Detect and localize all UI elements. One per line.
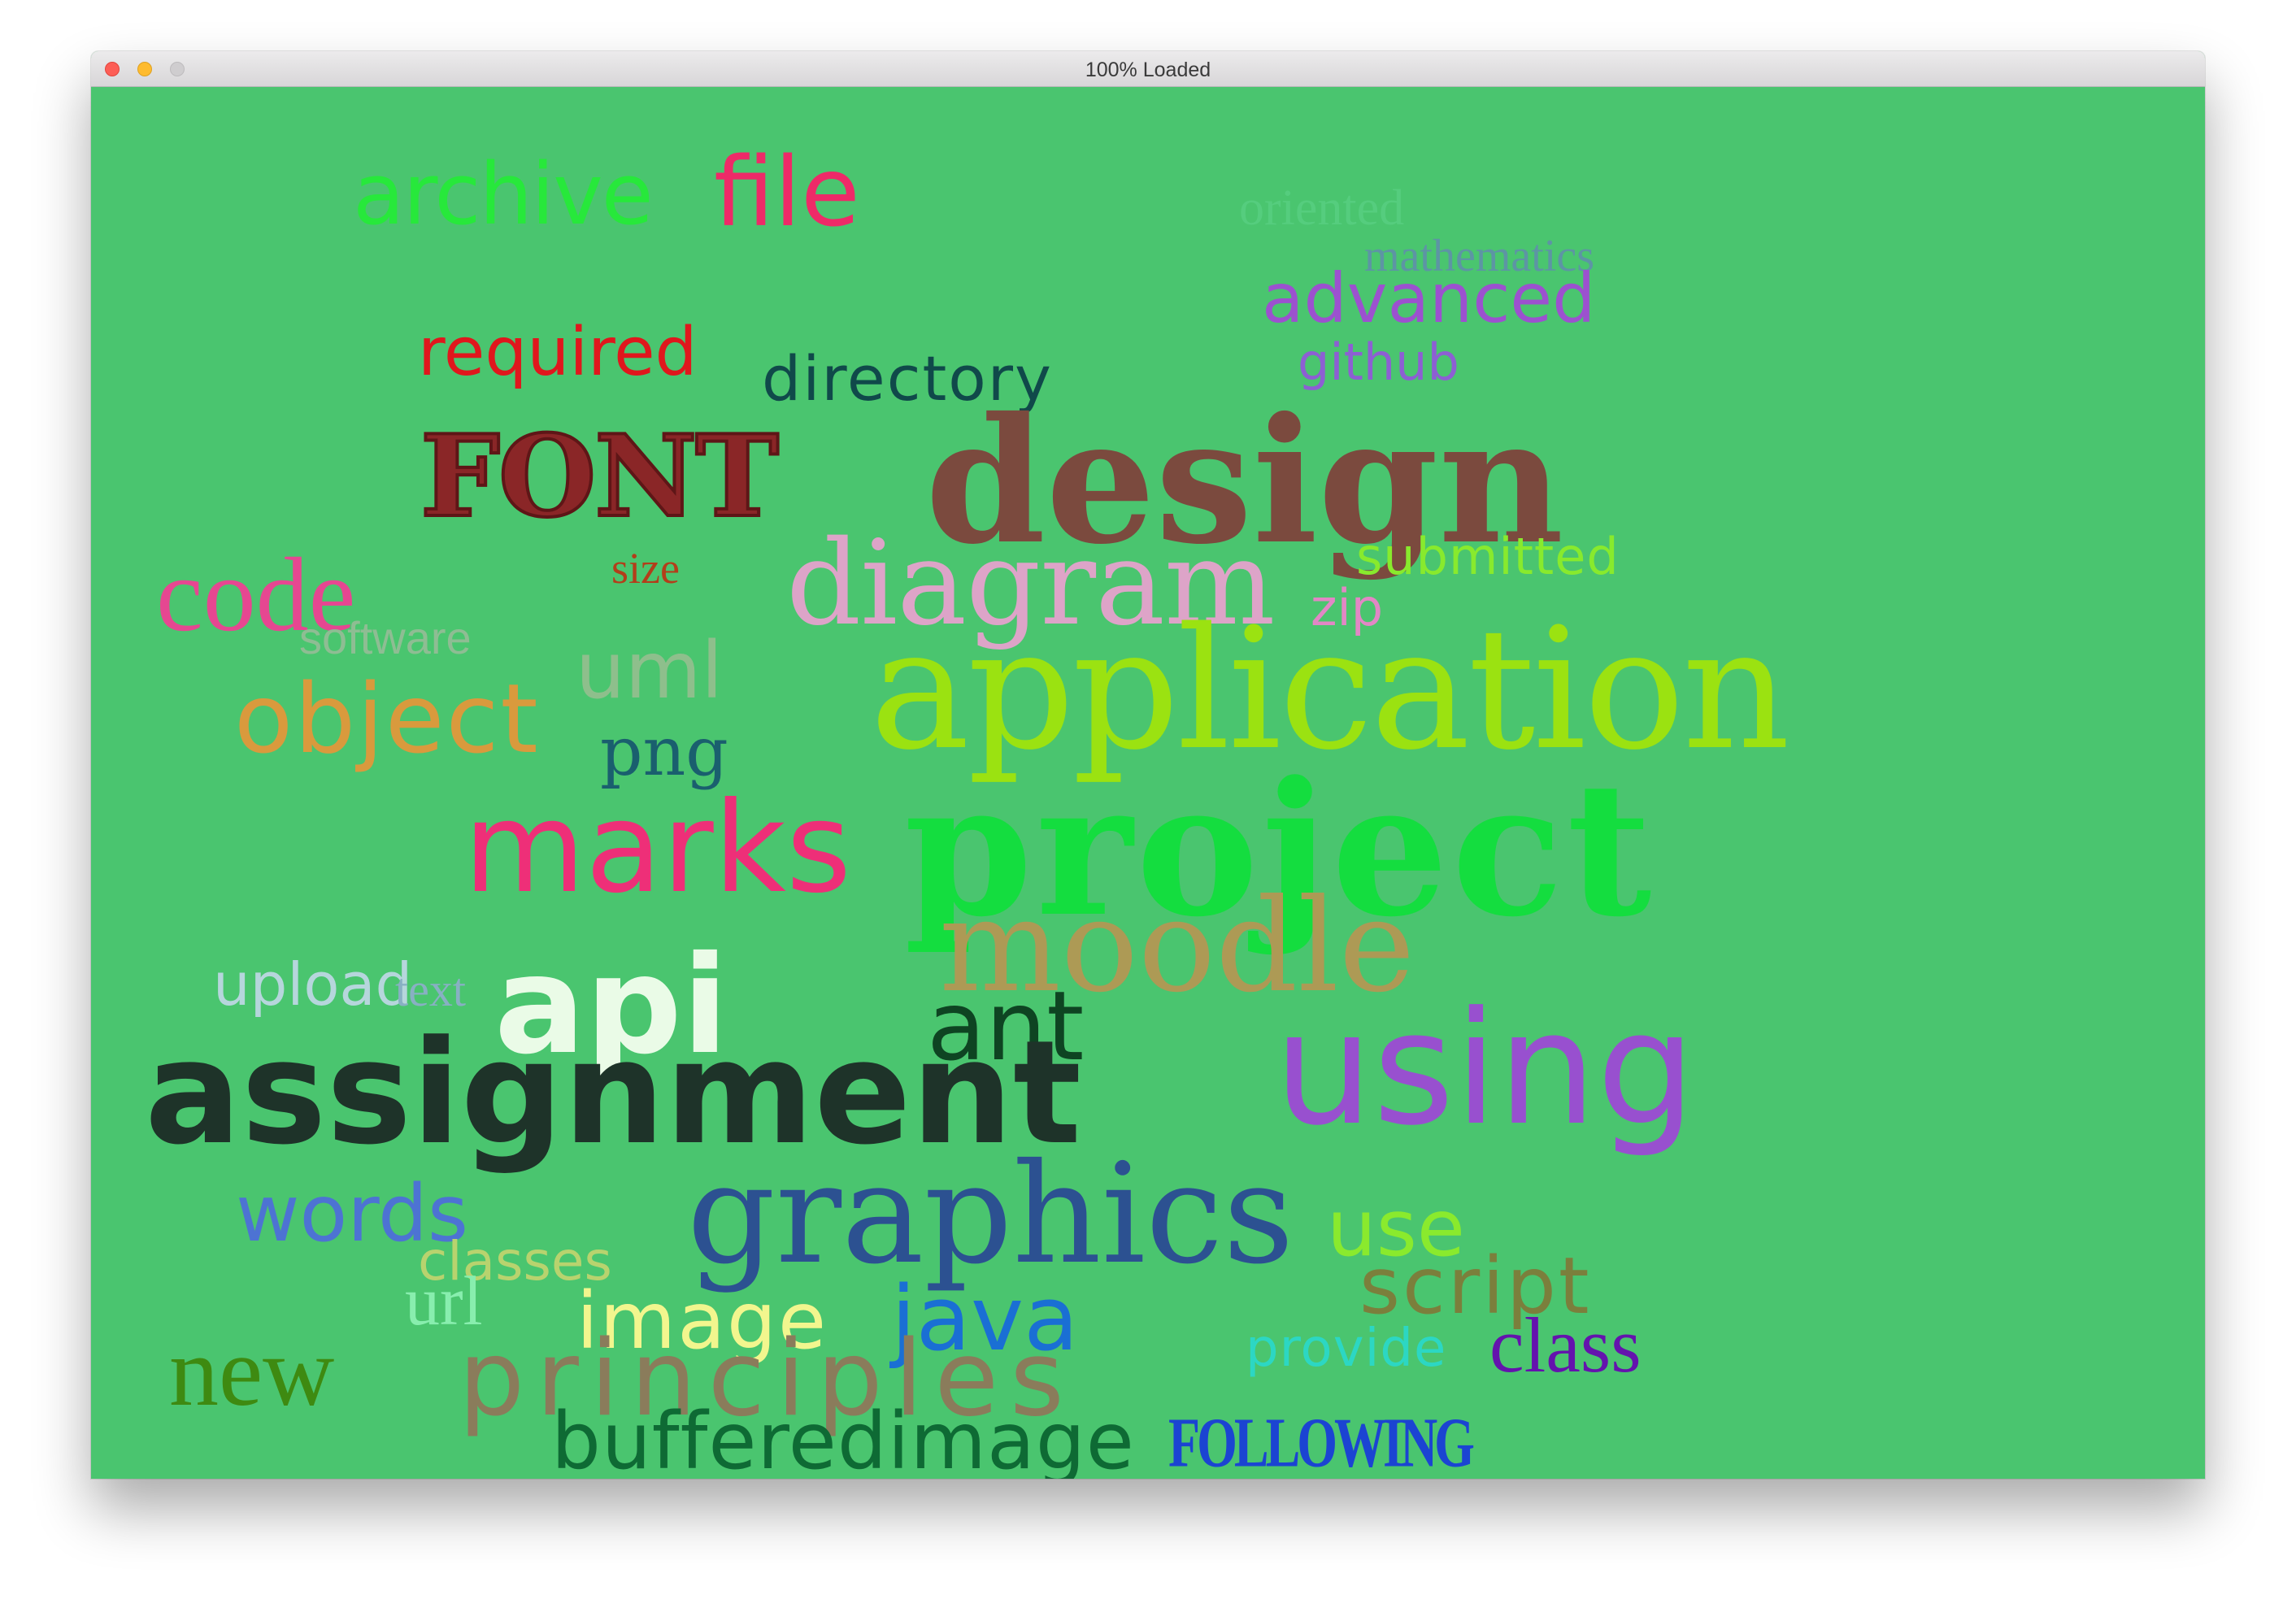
word-principles: principles — [459, 1319, 1076, 1440]
word-size: size — [611, 544, 680, 593]
word-class: class — [1489, 1302, 1642, 1389]
word-using: using — [1274, 979, 1696, 1160]
word-zip: zip — [1311, 578, 1384, 637]
window-title: 100% Loaded — [1085, 59, 1211, 81]
word-oriented: oriented — [1239, 180, 1405, 236]
word-directory: directory — [762, 342, 1053, 415]
word-design: design — [925, 380, 1564, 582]
word-upload: upload — [213, 950, 413, 1019]
word-application: application — [870, 592, 1790, 787]
word-ant: ant — [927, 970, 1085, 1082]
word-provide: provide — [1246, 1319, 1447, 1379]
title-bar[interactable]: 100% Loaded — [91, 51, 2205, 87]
word-file: file — [714, 136, 860, 248]
word-graphics: graphics — [687, 1134, 1294, 1295]
word-assignment: assignment — [145, 1010, 1082, 1176]
word-font: FONT — [419, 410, 781, 542]
word-image: image — [576, 1276, 828, 1367]
close-button[interactable] — [105, 62, 120, 76]
word-java: java — [891, 1267, 1079, 1371]
word-png: png — [600, 714, 728, 791]
word-bufferedimage: bufferedimage — [551, 1396, 1135, 1479]
word-script: script — [1359, 1241, 1592, 1332]
word-project: project — [904, 742, 1655, 958]
word-github: github — [1298, 332, 1459, 392]
word-text: text — [395, 963, 466, 1016]
word-archive: archive — [353, 145, 654, 244]
word-url: url — [405, 1262, 483, 1340]
word-object: object — [234, 663, 540, 775]
word-api: api — [494, 928, 728, 1084]
word-required: required — [418, 314, 698, 391]
word-software: software — [299, 612, 472, 663]
word-words: words — [236, 1168, 468, 1259]
word-classes: classes — [418, 1230, 612, 1293]
word-new: new — [169, 1317, 335, 1427]
word-submitted: submitted — [1356, 527, 1620, 586]
app-window: 100% Loaded archive file oriented mathem… — [91, 51, 2205, 1479]
word-marks: marks — [463, 776, 852, 921]
word-code: code — [156, 537, 356, 654]
word-following: FOLLOWING — [1168, 1403, 1475, 1479]
word-use: use — [1327, 1183, 1465, 1274]
word-moodle: moodle — [939, 871, 1415, 1021]
word-uml: uml — [576, 625, 724, 716]
word-diagram: diagram — [786, 515, 1275, 651]
zoom-button[interactable] — [170, 62, 185, 76]
word-advanced: advanced — [1262, 259, 1596, 338]
minimize-button[interactable] — [137, 62, 152, 76]
word-cloud-canvas: archive file oriented mathematics advanc… — [91, 87, 2205, 1479]
word-mathematics: mathematics — [1364, 231, 1595, 281]
